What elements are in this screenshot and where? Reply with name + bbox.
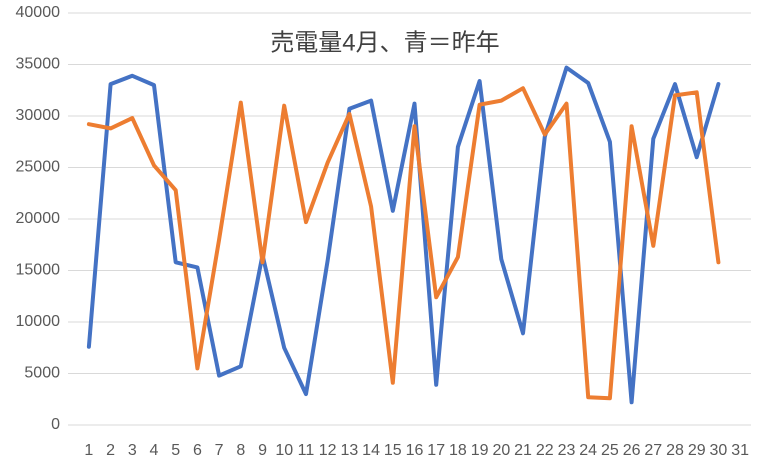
- x-tick-label: 29: [688, 442, 706, 459]
- y-tick-label: 30000: [16, 107, 61, 124]
- x-tick-label: 7: [215, 442, 224, 459]
- x-tick-label: 9: [258, 442, 267, 459]
- x-tick-label: 15: [384, 442, 402, 459]
- y-tick-label: 0: [51, 416, 60, 433]
- x-tick-label: 27: [644, 442, 662, 459]
- x-tick-label: 17: [427, 442, 445, 459]
- x-tick-label: 19: [471, 442, 489, 459]
- x-tick-label: 12: [319, 442, 337, 459]
- x-tick-label: 1: [84, 442, 93, 459]
- x-tick-label: 13: [340, 442, 358, 459]
- x-tick-label: 16: [406, 442, 424, 459]
- x-tick-label: 31: [731, 442, 749, 459]
- y-tick-label: 15000: [16, 262, 61, 279]
- x-tick-label: 20: [492, 442, 510, 459]
- data-line: [86, 86, 721, 401]
- y-tick-label: 10000: [16, 313, 61, 330]
- x-tick-label: 6: [193, 442, 202, 459]
- x-tick-label: 2: [106, 442, 115, 459]
- chart-title: 売電量4月、青＝昨年: [270, 29, 499, 56]
- x-tick-label: 14: [362, 442, 380, 459]
- x-tick-label: 11: [298, 442, 315, 459]
- y-tick-label: 40000: [16, 4, 61, 21]
- x-tick-label: 5: [171, 442, 180, 459]
- x-tick-label: 23: [558, 442, 576, 459]
- x-tick-label: 25: [601, 442, 619, 459]
- x-tick-label: 21: [514, 442, 532, 459]
- y-tick-label: 20000: [16, 210, 61, 227]
- x-tick-label: 22: [536, 442, 554, 459]
- x-tick-label: 10: [275, 442, 293, 459]
- y-tick-label: 25000: [16, 159, 61, 176]
- y-tick-label: 5000: [24, 365, 60, 382]
- x-tick-label: 28: [666, 442, 684, 459]
- data-line: [86, 65, 721, 405]
- x-tick-label: 8: [236, 442, 245, 459]
- x-tick-label: 24: [579, 442, 597, 459]
- x-tick-label: 18: [449, 442, 467, 459]
- x-tick-label: 26: [623, 442, 641, 459]
- x-tick-label: 30: [710, 442, 728, 459]
- y-tick-label: 35000: [16, 56, 61, 73]
- x-tick-label: 4: [150, 442, 159, 459]
- x-tick-label: 3: [128, 442, 137, 459]
